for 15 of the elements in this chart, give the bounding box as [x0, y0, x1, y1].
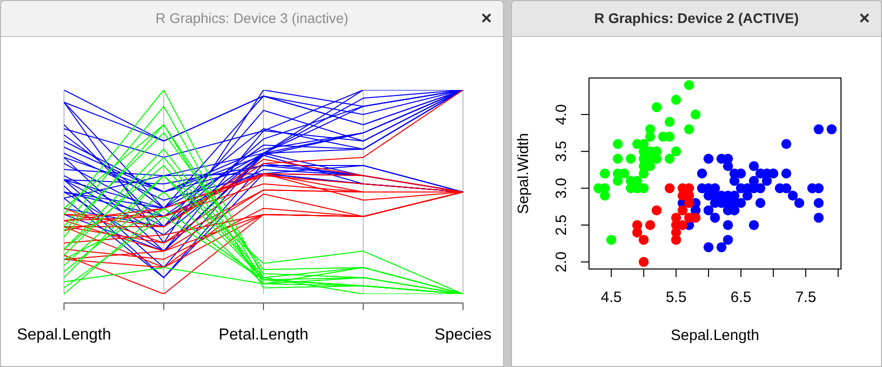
y-axis-title: Sepal.Width	[515, 133, 532, 214]
x-tick-label: 5.5	[666, 289, 687, 306]
x-tick-label: Species	[434, 326, 492, 344]
chart-title: R Graphics: Device 3 (inactive)	[156, 10, 348, 26]
x-tick-label: Sepal.Length	[16, 326, 112, 344]
x-tick-label: 4.5	[600, 289, 622, 306]
y-tick-label: 3.5	[553, 140, 570, 162]
y-tick-label: 2.5	[553, 214, 570, 236]
y-tick-label: 3.0	[553, 178, 570, 199]
chart-title: R Graphics: Device 2 (ACTIVE)	[594, 10, 799, 26]
x-tick-label: Petal.Length	[218, 326, 308, 344]
x-tick-label: 7.5	[795, 289, 816, 306]
y-tick-label: 4.0	[553, 104, 570, 125]
x-tick-label: 6.5	[730, 289, 752, 306]
y-tick-label: 2.0	[553, 251, 570, 272]
